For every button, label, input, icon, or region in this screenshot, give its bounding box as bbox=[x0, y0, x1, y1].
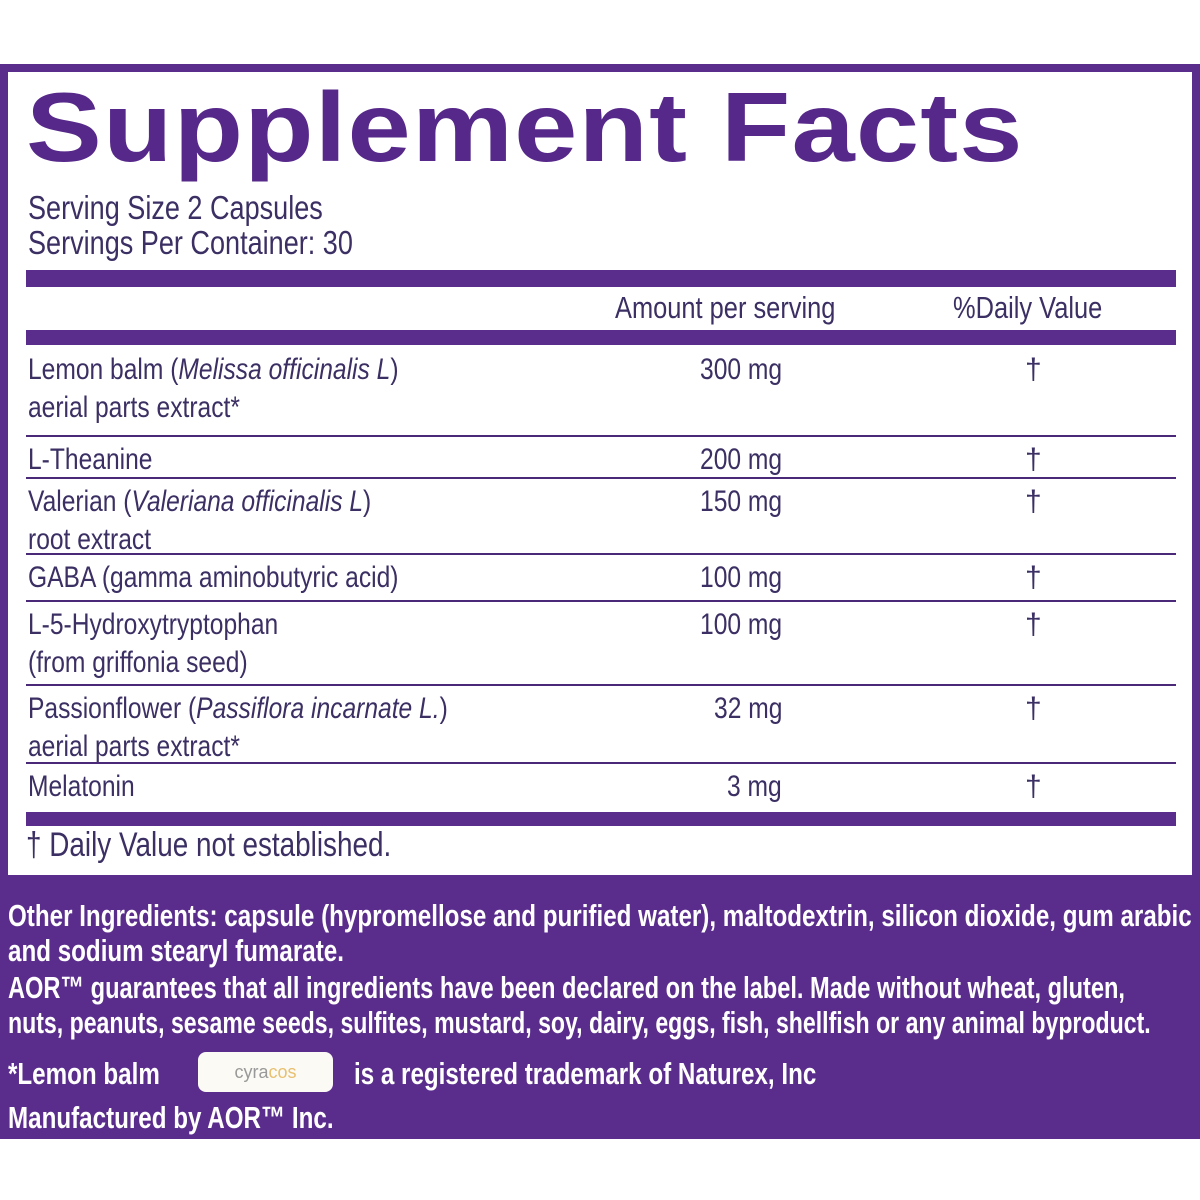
facts-panel bbox=[8, 72, 1192, 875]
row-divider bbox=[26, 477, 1176, 479]
column-daily-value: %Daily Value bbox=[953, 290, 1103, 325]
ingredient-name: L-Theanine bbox=[28, 443, 153, 476]
ingredient-amount: 150 mg bbox=[699, 485, 782, 518]
ingredient-daily-value: † bbox=[1025, 353, 1042, 386]
ingredient-amount: 3 mg bbox=[727, 770, 782, 803]
divider-thick bbox=[26, 270, 1176, 287]
ingredient-name: Valerian (Valeriana officinalis L) root e… bbox=[28, 485, 372, 556]
row-divider bbox=[26, 600, 1176, 602]
row-divider bbox=[26, 435, 1176, 437]
serving-size: Serving Size 2 Capsules bbox=[28, 189, 323, 226]
ingredient-amount: 200 mg bbox=[699, 443, 782, 476]
ingredient-amount: 32 mg bbox=[713, 692, 782, 725]
row-divider bbox=[26, 553, 1176, 555]
column-amount: Amount per serving bbox=[615, 290, 836, 325]
row-divider bbox=[26, 762, 1176, 764]
ingredient-daily-value: † bbox=[1025, 443, 1042, 476]
footnote: † Daily Value not established. bbox=[26, 826, 392, 864]
divider-thick bbox=[26, 812, 1176, 826]
manufacturer: Manufactured by AOR™ Inc. bbox=[8, 1100, 334, 1135]
other-ingredients-line: and sodium stearyl fumarate. bbox=[8, 933, 344, 968]
ingredient-daily-value: † bbox=[1025, 485, 1042, 518]
servings-per-container: Servings Per Container: 30 bbox=[28, 224, 353, 261]
ingredient-name: Lemon balm (Melissa officinalis L) aerial… bbox=[28, 353, 399, 424]
page-title: Supplement Facts bbox=[26, 72, 1024, 182]
divider-thick bbox=[26, 330, 1176, 345]
cyracos-logo: cyracos bbox=[198, 1052, 333, 1092]
other-ingredients-line: Other Ingredients: capsule (hypromellose… bbox=[8, 898, 1192, 933]
ingredient-daily-value: † bbox=[1025, 692, 1042, 725]
ingredient-amount: 100 mg bbox=[699, 561, 782, 594]
ingredient-daily-value: † bbox=[1025, 561, 1042, 594]
ingredient-name: Melatonin bbox=[28, 770, 135, 803]
allergen-statement: AOR™ guarantees that all ingredients hav… bbox=[8, 970, 1125, 1005]
allergen-statement: nuts, peanuts, sesame seeds, sulfites, m… bbox=[8, 1005, 1151, 1040]
row-divider bbox=[26, 684, 1176, 686]
trademark-prefix: *Lemon balm bbox=[8, 1056, 160, 1091]
ingredient-daily-value: † bbox=[1025, 608, 1042, 641]
ingredient-daily-value: † bbox=[1025, 770, 1042, 803]
ingredient-amount: 300 mg bbox=[699, 353, 782, 386]
ingredient-name: GABA (gamma aminobutyric acid) bbox=[28, 561, 399, 594]
ingredient-amount: 100 mg bbox=[699, 608, 782, 641]
ingredient-name: Passionflower (Passiflora incarnate L.) a… bbox=[28, 692, 448, 763]
ingredient-name: L-5-Hydroxytryptophan (from griffonia see… bbox=[28, 608, 279, 679]
trademark-notice: is a registered trademark of Naturex, In… bbox=[354, 1056, 817, 1091]
